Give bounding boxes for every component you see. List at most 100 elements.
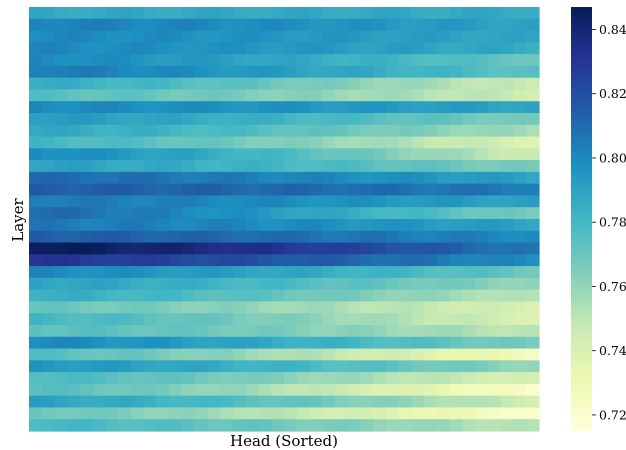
heatmap-cell <box>271 277 285 291</box>
heatmap-cell <box>143 277 158 291</box>
heatmap-cell <box>296 266 311 279</box>
heatmap-cell <box>143 124 158 138</box>
heatmap-cell <box>143 77 158 91</box>
heatmap-cell <box>67 336 81 350</box>
heatmap-cell <box>296 372 311 385</box>
heatmap-cell <box>194 407 209 420</box>
heatmap-cell <box>271 89 285 102</box>
heatmap-cell <box>500 219 515 232</box>
heatmap-cell <box>220 148 234 161</box>
heatmap-cell <box>105 148 119 161</box>
heatmap-cell <box>526 372 540 385</box>
heatmap-cell <box>92 336 107 350</box>
colorbar-tick-label: 0.74 <box>599 343 626 358</box>
heatmap-cell <box>360 242 374 255</box>
heatmap-cell <box>233 419 247 432</box>
heatmap-cell <box>513 289 527 303</box>
heatmap-cell <box>411 266 425 279</box>
heatmap-cell <box>373 77 387 91</box>
heatmap-cell <box>92 195 107 208</box>
heatmap-cell <box>41 419 56 432</box>
heatmap-cell <box>386 242 400 255</box>
heatmap-cell <box>105 325 119 338</box>
heatmap-cell <box>411 54 425 67</box>
heatmap-cell <box>437 219 451 232</box>
heatmap-cell <box>207 395 221 409</box>
heatmap-cell <box>424 101 438 114</box>
heatmap-cell <box>194 30 209 43</box>
heatmap-cell <box>462 42 476 55</box>
heatmap-cell <box>182 195 196 208</box>
heatmap-cell <box>309 65 323 79</box>
heatmap-cell <box>398 289 413 303</box>
heatmap-cell <box>347 289 362 303</box>
heatmap-cell <box>360 313 374 326</box>
heatmap-cell <box>462 148 476 161</box>
heatmap-cell <box>284 195 298 208</box>
heatmap-cell <box>182 42 196 55</box>
heatmap-cell <box>182 313 196 326</box>
heatmap-cell <box>182 230 196 244</box>
heatmap-cell <box>373 348 387 361</box>
heatmap-cell <box>424 419 438 432</box>
heatmap-cell <box>373 7 387 20</box>
heatmap-cell <box>118 30 132 43</box>
heatmap-cell <box>105 360 119 373</box>
heatmap-cell <box>67 219 81 232</box>
heatmap-cell <box>92 313 107 326</box>
heatmap-cell <box>143 89 158 102</box>
heatmap-cell <box>143 219 158 232</box>
heatmap-cell <box>284 313 298 326</box>
heatmap-cell <box>386 113 400 126</box>
heatmap-cell <box>54 18 68 32</box>
heatmap-cell <box>296 7 311 20</box>
heatmap-cell <box>449 383 464 397</box>
heatmap-cell <box>207 42 221 55</box>
heatmap-cell <box>296 219 311 232</box>
heatmap-cell <box>475 54 489 67</box>
heatmap-cell <box>488 219 502 232</box>
heatmap-cell <box>373 230 387 244</box>
heatmap-cell <box>526 195 540 208</box>
heatmap-cell <box>488 325 502 338</box>
heatmap-cell <box>386 301 400 314</box>
heatmap-cell <box>233 89 247 102</box>
heatmap-cell <box>424 42 438 55</box>
heatmap-cell <box>67 277 81 291</box>
heatmap-cell <box>194 289 209 303</box>
heatmap-cell <box>411 313 425 326</box>
heatmap-cell <box>220 30 234 43</box>
heatmap-cell <box>207 360 221 373</box>
heatmap-cell <box>360 160 374 173</box>
heatmap-cell <box>449 336 464 350</box>
heatmap-cell <box>322 325 336 338</box>
heatmap-cell <box>411 301 425 314</box>
heatmap-cell <box>169 336 183 350</box>
heatmap-cell <box>437 65 451 79</box>
heatmap-cell <box>398 407 413 420</box>
heatmap-cell <box>309 124 323 138</box>
heatmap-cell <box>347 171 362 185</box>
heatmap-cell <box>29 336 43 350</box>
heatmap-cell <box>296 277 311 291</box>
heatmap-cell <box>29 7 43 20</box>
heatmap-cell <box>462 336 476 350</box>
heatmap-cell <box>309 395 323 409</box>
heatmap-cell <box>398 7 413 20</box>
heatmap-cell <box>296 65 311 79</box>
heatmap-cell <box>513 89 527 102</box>
heatmap-cell <box>194 325 209 338</box>
heatmap-cell <box>513 242 527 255</box>
heatmap-cell <box>156 77 170 91</box>
heatmap-cell <box>258 148 272 161</box>
heatmap-cell <box>194 54 209 67</box>
heatmap-cell <box>105 101 119 114</box>
heatmap-cell <box>386 360 400 373</box>
heatmap-cell <box>29 348 43 361</box>
heatmap-cell <box>245 395 260 409</box>
heatmap-cell <box>513 113 527 126</box>
heatmap-cell <box>284 289 298 303</box>
heatmap-cell <box>296 18 311 32</box>
heatmap-cell <box>296 383 311 397</box>
heatmap-cell <box>360 171 374 185</box>
